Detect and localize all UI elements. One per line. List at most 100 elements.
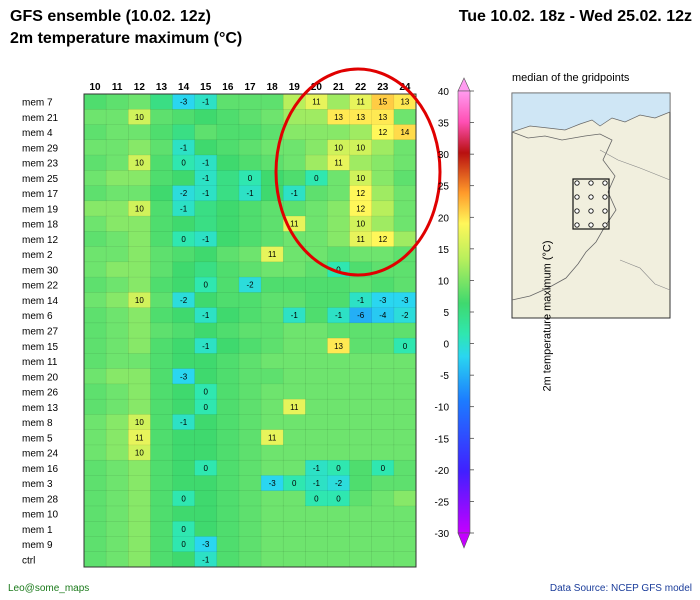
heatmap-cell: [105, 429, 129, 446]
y-tick-label: mem 4: [22, 128, 53, 139]
heatmap-cell: [327, 520, 351, 538]
y-tick-label: mem 16: [22, 464, 59, 475]
heatmap-cell: [128, 368, 151, 385]
heatmap-cell: [105, 292, 129, 309]
heatmap-cell: [349, 246, 373, 263]
heatmap-cell: [393, 475, 417, 492]
heatmap-cell: [260, 398, 284, 415]
heatmap-cell: [260, 414, 284, 431]
heatmap-cell: [260, 109, 284, 126]
heatmap-cell: [371, 383, 395, 400]
heatmap-cell: [83, 170, 107, 187]
cell-value: 10: [356, 143, 365, 152]
heatmap-cell: [216, 215, 240, 232]
cell-value: 0: [248, 174, 253, 183]
heatmap-cell: [83, 520, 107, 538]
heatmap-cell: [105, 154, 129, 171]
heatmap-cell: [327, 170, 351, 187]
heatmap-cell: [349, 551, 373, 568]
heatmap-cell: [260, 215, 284, 232]
heatmap-cell: [216, 307, 240, 324]
heatmap-cell: [238, 154, 262, 171]
x-tick-label: 18: [267, 82, 279, 93]
heatmap-cell: [150, 276, 174, 293]
heatmap-cell: [238, 459, 262, 477]
x-tick-label: 10: [90, 82, 102, 93]
y-tick-label: mem 22: [22, 281, 59, 292]
heatmap-cell: [216, 520, 240, 538]
heatmap-cell: [172, 353, 196, 370]
heatmap-cell: [150, 490, 174, 507]
y-axis-labels: mem 7 mem 21 mem 4 mem 29 mem 23 mem 25 mem 17…: [22, 98, 59, 567]
y-tick-label: mem 18: [22, 220, 59, 231]
heatmap-cell: [327, 292, 351, 309]
sea-area: [511, 92, 671, 133]
heatmap-cell: [371, 551, 395, 568]
colorbar-tick-label: -30: [435, 529, 450, 540]
heatmap-cell: [238, 124, 262, 141]
heatmap-cell: [83, 368, 107, 385]
heatmap-cell: [83, 398, 107, 415]
chart-time-range: Tue 10.02. 18z - Wed 25.02. 12z: [458, 8, 692, 25]
grid-box: [572, 178, 610, 230]
colorbar-bottom-arrow: [457, 532, 471, 549]
heatmap-cell: [172, 124, 196, 141]
heatmap-cell: [105, 276, 129, 293]
heatmap-cell: [305, 261, 329, 278]
heatmap-cell: [194, 475, 218, 492]
heatmap-cell: [349, 322, 373, 339]
heatmap-cell: [305, 154, 329, 171]
heatmap-cell: [371, 139, 395, 156]
heatmap-cell: [216, 414, 240, 431]
heatmap-cell: [349, 490, 373, 507]
heatmap-cell: [83, 307, 107, 324]
heatmap-cell: [128, 231, 151, 248]
heatmap-cell: [194, 292, 218, 309]
heatmap-cell: [194, 505, 218, 522]
cell-value: -2: [401, 311, 409, 320]
heatmap-cell: [282, 276, 306, 293]
heatmap-cell: [349, 154, 373, 171]
cell-value: 13: [378, 113, 387, 122]
heatmap-cell: [216, 536, 240, 553]
heatmap-cell: [105, 322, 129, 339]
heatmap-cell: [393, 520, 417, 538]
heatmap-cell: [194, 246, 218, 263]
colorbar-ticks: 40 35 30 25 20 15 10 5 0 -5 -10 -15 -20 -25 -30: [435, 87, 474, 540]
heatmap-cell: [150, 215, 174, 232]
heatmap-cell: [371, 429, 395, 446]
cell-value: 0: [314, 174, 319, 183]
heatmap-cell: [305, 276, 329, 293]
heatmap-cell: [83, 353, 107, 370]
heatmap-cell: [305, 505, 329, 522]
cell-value: -1: [202, 159, 210, 168]
heatmap-cell: [128, 139, 151, 156]
heatmap-cell: [327, 93, 351, 110]
heatmap-cell: [305, 322, 329, 339]
heatmap-cell: [172, 505, 196, 522]
heatmap-cell: [216, 398, 240, 415]
cell-value: -1: [180, 418, 188, 427]
gridpoints: [574, 180, 608, 228]
heatmap-cell: [194, 368, 218, 385]
heatmap-cell: [238, 444, 262, 461]
heatmap-cell: [216, 551, 240, 568]
map-panel: [511, 92, 671, 319]
heatmap-cell: [128, 93, 151, 110]
heatmap-cell: [172, 215, 196, 232]
heatmap-cell: [305, 536, 329, 553]
heatmap-cell: [260, 337, 284, 354]
heatmap-cell: [238, 337, 262, 354]
cell-value: 10: [135, 159, 144, 168]
gridpoint: [602, 208, 608, 214]
map-caption: median of the gridpoints: [512, 72, 630, 84]
heatmap-cell: [282, 383, 306, 400]
heatmap-cell: [238, 383, 262, 400]
heatmap-cell: [150, 93, 174, 110]
heatmap-cell: [349, 475, 373, 492]
heatmap-cell: [282, 490, 306, 507]
gridpoint: [588, 180, 594, 186]
heatmap-cell: [327, 398, 351, 415]
cell-value: -1: [202, 98, 210, 107]
heatmap-cell: [349, 459, 373, 477]
